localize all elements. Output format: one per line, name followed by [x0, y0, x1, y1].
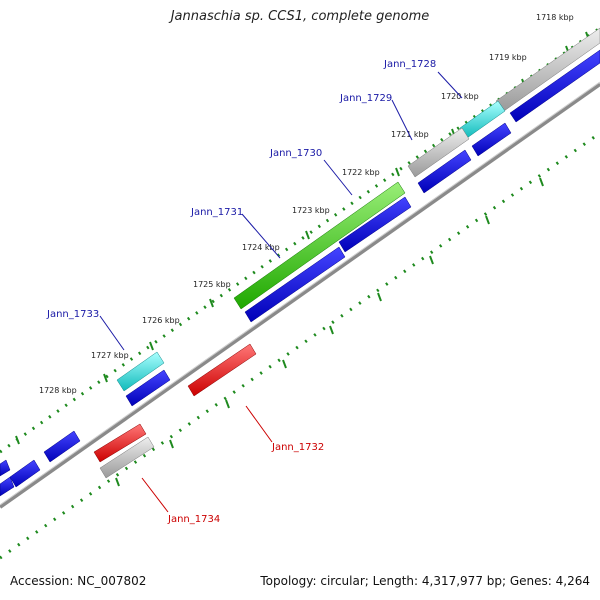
gene-bar-red-1732[interactable]: [187, 343, 257, 397]
cds-arrow[interactable]: [417, 149, 472, 194]
cds-arrow[interactable]: [338, 196, 412, 253]
gene-bar-cyan-1733[interactable]: [116, 351, 165, 392]
genome-summary: Topology: circular; Length: 4,317,977 bp…: [260, 574, 590, 588]
gene-leaders: [99, 71, 463, 351]
gene-bar-gray[interactable]: [407, 127, 470, 178]
kbp-label: 1720 kbp: [441, 92, 479, 101]
gene-label-jann-1733[interactable]: Jann_1733: [46, 309, 99, 320]
gene-label-jann-1731[interactable]: Jann_1731: [190, 207, 243, 218]
gene-label-jann-1729[interactable]: Jann_1729: [339, 93, 392, 104]
cds-arrow[interactable]: [0, 459, 11, 477]
gene-label-jann-1730[interactable]: Jann_1730: [269, 148, 322, 159]
cds-arrow[interactable]: [9, 459, 41, 488]
gene-bar-green-1731[interactable]: [233, 181, 406, 310]
map-title: Jannaschia sp. CCS1, complete genome: [170, 9, 430, 24]
gene-label-jann-1732[interactable]: Jann_1732: [271, 442, 324, 453]
gene-leaders-red: [141, 405, 273, 513]
kbp-scale: 1718 kbp 1719 kbp 1720 kbp 1721 kbp 1722 kbp…: [39, 13, 574, 395]
cds-track: [0, 49, 600, 497]
kbp-label: 1721 kbp: [391, 130, 429, 139]
cds-arrow[interactable]: [509, 49, 600, 123]
cds-arrow[interactable]: [125, 369, 171, 407]
backbone-highlight: [0, 81, 600, 506]
gene-track: [116, 27, 600, 392]
kbp-label: 1723 kbp: [292, 206, 330, 215]
gene-bar-gray[interactable]: [99, 436, 155, 479]
kbp-label: 1728 kbp: [39, 386, 77, 395]
gene-label-jann-1734[interactable]: Jann_1734: [167, 514, 220, 525]
kbp-label: 1722 kbp: [342, 168, 380, 177]
gene-label-jann-1728[interactable]: Jann_1728: [383, 59, 436, 70]
cds-arrow[interactable]: [471, 122, 512, 157]
cds-arrow[interactable]: [244, 246, 346, 323]
reverse-gene-track: [93, 343, 257, 479]
genome-backbone: [0, 82, 600, 509]
gc-inner-dashes: [115, 177, 544, 487]
cds-arrow[interactable]: [0, 476, 15, 497]
kbp-label: 1726 kbp: [142, 316, 180, 325]
kbp-label: 1725 kbp: [193, 280, 231, 289]
kbp-label: 1718 kbp: [536, 13, 574, 22]
kbp-label: 1727 kbp: [91, 351, 129, 360]
kbp-label: 1719 kbp: [489, 53, 527, 62]
kbp-label: 1724 kbp: [242, 243, 280, 252]
accession-text: Accession: NC_007802: [10, 574, 147, 588]
cds-arrow[interactable]: [43, 430, 81, 463]
gene-bar-red-1734[interactable]: [93, 423, 147, 463]
gc-inner-track: [0, 131, 600, 560]
